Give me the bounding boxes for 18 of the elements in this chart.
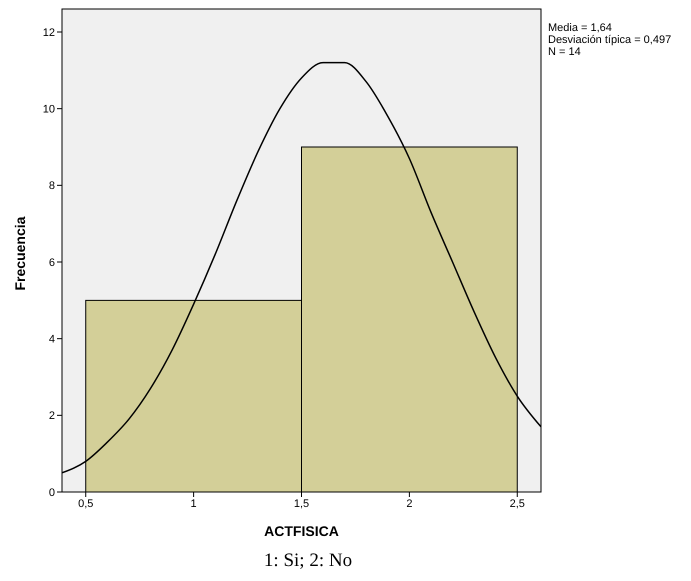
y-tick-label: 6 bbox=[48, 256, 55, 269]
text: 1: Si; 2: No bbox=[262, 550, 354, 572]
x-axis-title: ACTFISICA bbox=[264, 523, 339, 539]
text: N = 14 bbox=[548, 46, 582, 58]
y-axis-title: Frecuencia bbox=[12, 216, 28, 290]
text: Media = 1,64 bbox=[548, 22, 613, 34]
y-tick-label: 2 bbox=[48, 410, 55, 422]
x-tick-label: 2,5 bbox=[510, 498, 525, 510]
y-tick-label: 8 bbox=[48, 180, 55, 192]
x-tick-label: 0,5 bbox=[78, 498, 94, 510]
text: Desviación típica = 0,497 bbox=[548, 34, 672, 46]
x-tick-label: 2 bbox=[406, 498, 412, 510]
x-tick-label: 1,5 bbox=[294, 498, 310, 510]
x-tick-label: 1 bbox=[190, 498, 197, 510]
y-tick-label: 4 bbox=[48, 334, 55, 346]
y-tick-label: 0 bbox=[48, 486, 55, 499]
y-tick-label: 12 bbox=[42, 26, 55, 39]
y-tick-label: 10 bbox=[42, 104, 55, 116]
